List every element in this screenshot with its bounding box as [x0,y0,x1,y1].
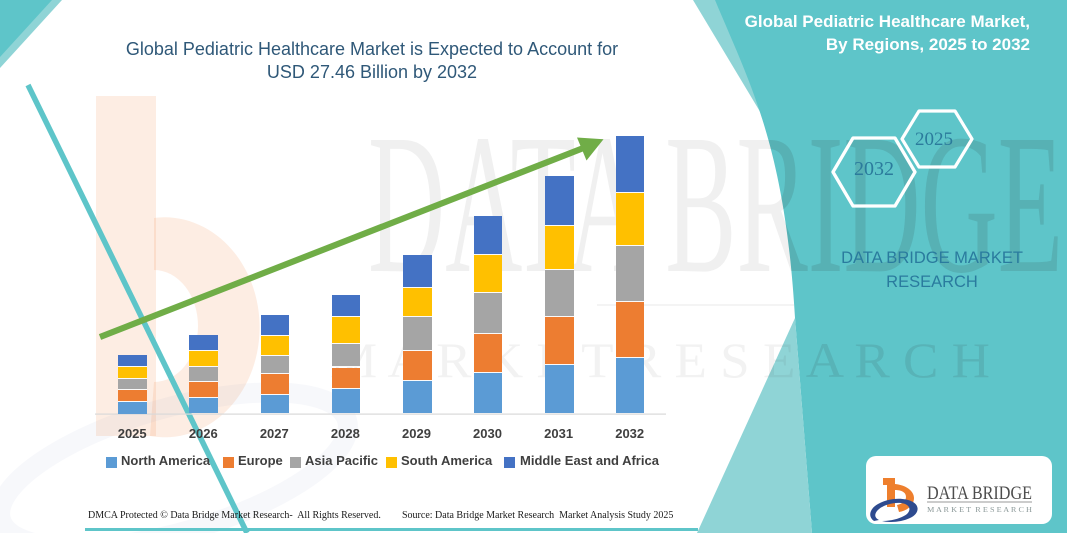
svg-text:M A R K E T R E S E A R C H: M A R K E T R E S E A R C H [927,505,1033,514]
svg-text:M A R K E T R E S E A R C H: M A R K E T R E S E A R C H [330,332,990,388]
svg-text:DATA BRIDGE: DATA BRIDGE [927,483,1032,504]
